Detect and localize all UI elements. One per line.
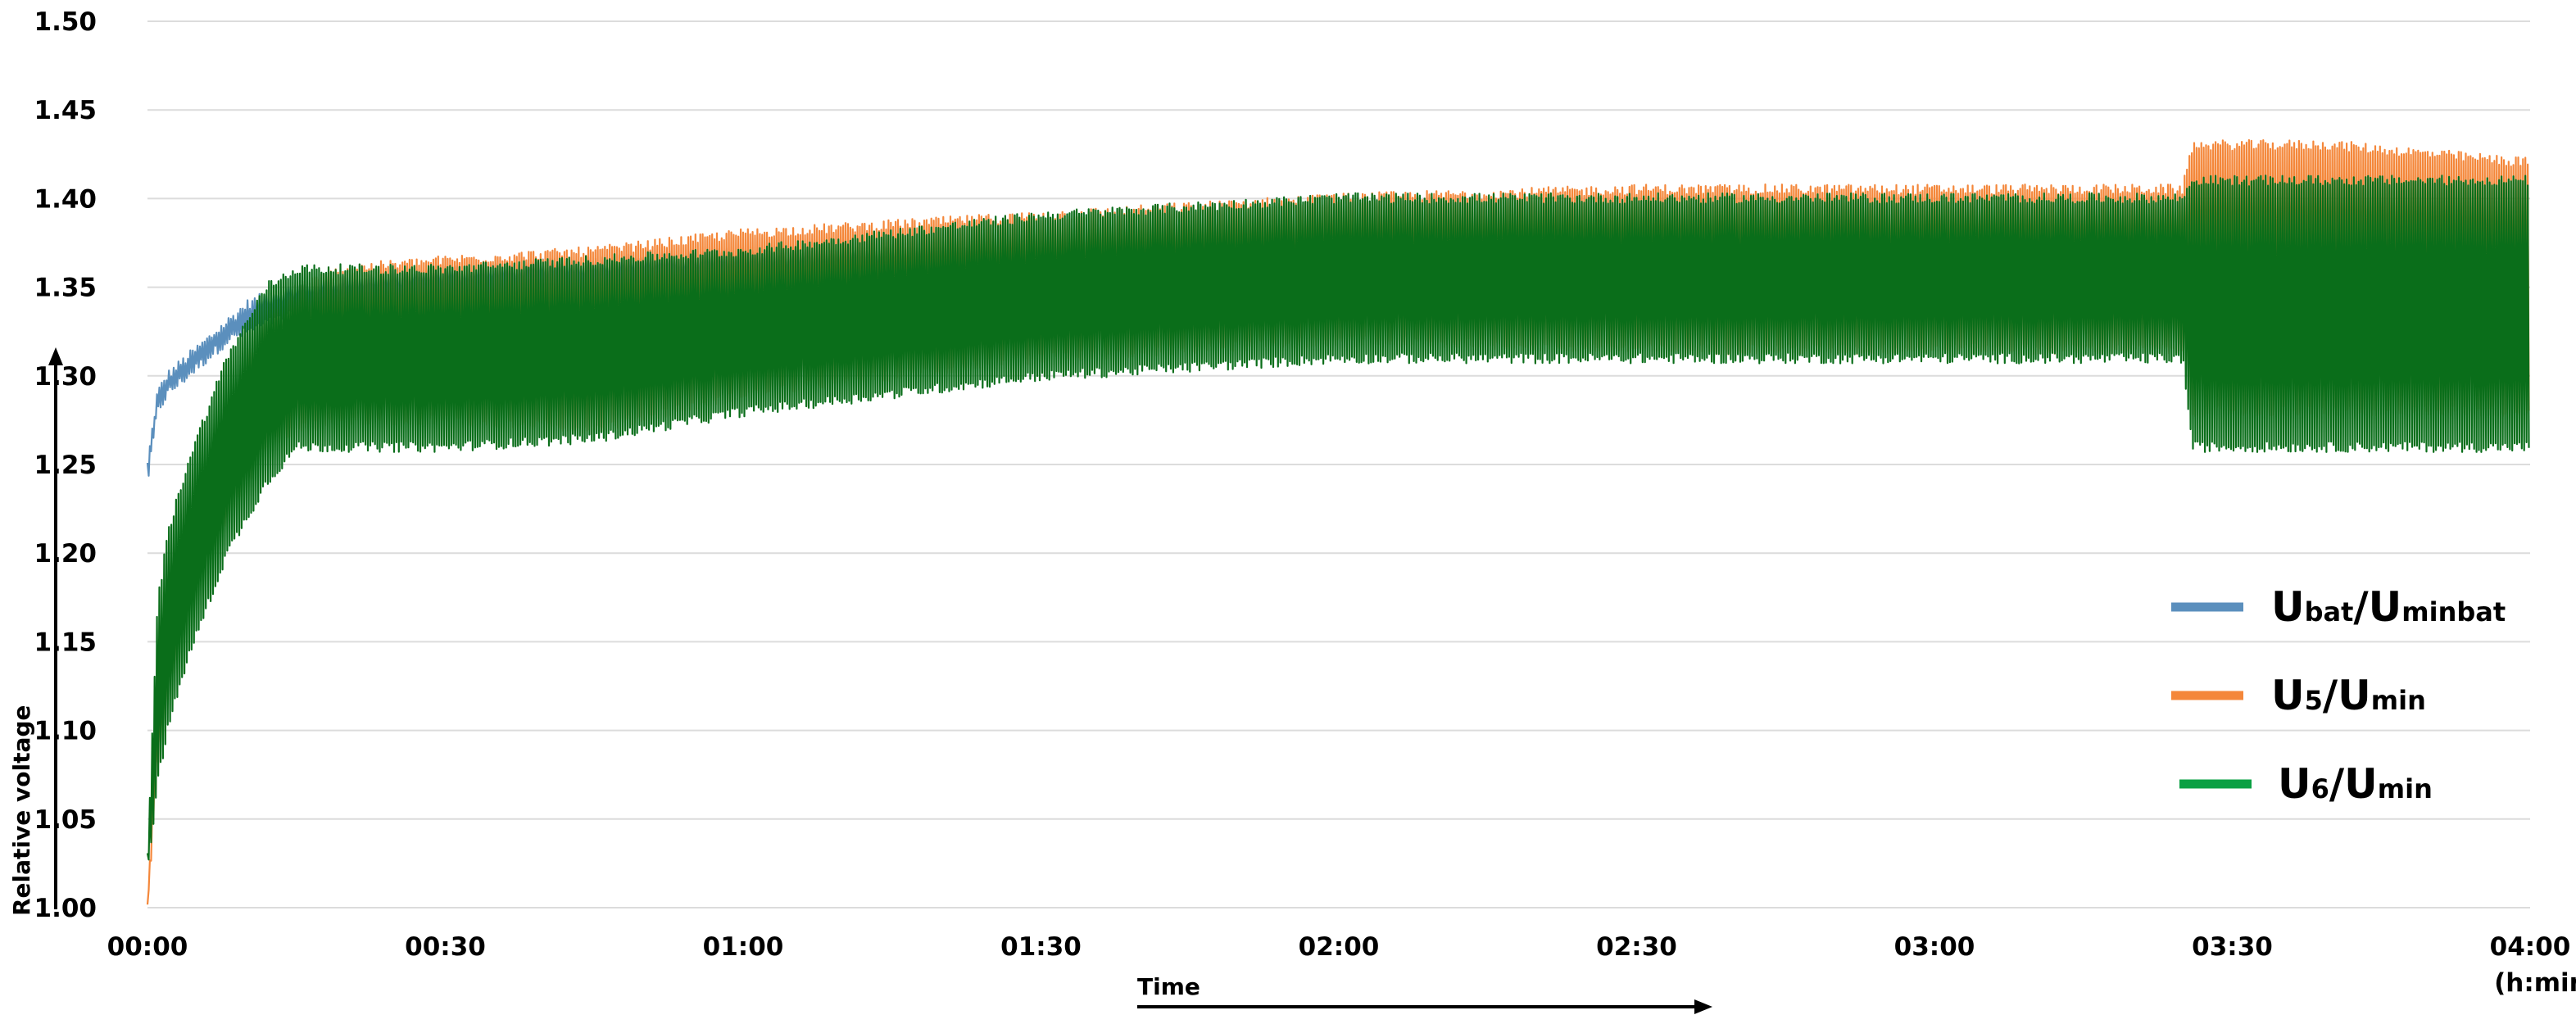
x-tick-label: 02:00 [1299, 932, 1380, 962]
y-tick-label: 1.35 [34, 274, 98, 303]
y-tick-label: 1.10 [34, 717, 98, 746]
y-tick-label: 1.15 [34, 628, 98, 657]
x-tick-label: 01:30 [1000, 932, 1082, 962]
series-line-u6 [146, 174, 2530, 861]
x-tick-labels: 00:00 00:30 01:00 01:30 02:00 02:30 03:00 03:30… [107, 932, 2571, 962]
x-tick-label: 00:00 [107, 932, 188, 962]
y-axis-title: Relative voltage [8, 705, 35, 916]
y-tick-label: 1.25 [34, 451, 98, 480]
x-axis-title: Time [1137, 973, 1200, 1000]
x-tick-label: 03:00 [1894, 932, 1975, 962]
x-tick-label: 03:30 [2192, 932, 2273, 962]
x-tick-label: 02:30 [1596, 932, 1677, 962]
y-tick-label: 1.20 [34, 539, 98, 569]
legend-label-u5: U5/Umin [2271, 672, 2426, 719]
legend-label-u6: U6/Umin [2278, 760, 2433, 808]
y-tick-label: 1.00 [34, 894, 98, 923]
x-tick-label: 04:00 [2490, 932, 2571, 962]
legend-item-u6: U6/Umin [2179, 760, 2433, 808]
y-axis-arrow [48, 347, 63, 909]
x-tick-label: 00:30 [405, 932, 486, 962]
y-tick-label: 1.40 [34, 184, 98, 214]
y-tick-label: 1.50 [34, 7, 98, 37]
x-axis-unit: (h:min) [2494, 968, 2576, 998]
grid-lines [147, 20, 2530, 908]
series-layer [146, 138, 2530, 905]
y-tick-labels: 1.00 1.05 1.10 1.15 1.20 1.25 1.30 1.35 1.40 1.45… [34, 7, 98, 923]
legend-item-ubat: Ubat/Uminbat [2171, 583, 2506, 631]
x-tick-label: 01:00 [703, 932, 784, 962]
legend-item-u5: U5/Umin [2171, 672, 2426, 719]
y-tick-label: 1.30 [34, 362, 98, 392]
y-tick-label: 1.45 [34, 96, 98, 125]
legend: Ubat/Uminbat U5/Umin U6/Umin [2171, 583, 2506, 808]
legend-label-ubat: Ubat/Uminbat [2271, 583, 2506, 631]
y-tick-label: 1.05 [34, 805, 98, 835]
x-axis-arrow [1137, 999, 1712, 1014]
